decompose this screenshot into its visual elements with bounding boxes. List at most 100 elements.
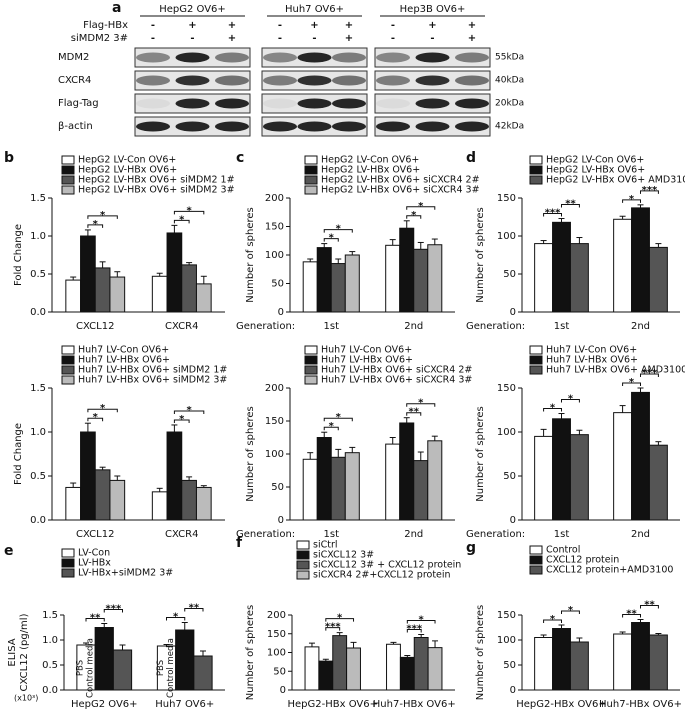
legend-label: Huh7 LV-Con OV6+	[78, 345, 169, 356]
bar	[631, 207, 650, 313]
y-tick-label: 1.0	[30, 231, 46, 242]
significance-label: **	[565, 199, 576, 210]
panel-letter: b	[4, 150, 14, 166]
size-label: 42kDa	[495, 122, 524, 132]
band	[376, 98, 410, 109]
x-axis-label: Generation:	[236, 529, 295, 540]
protein-label: Flag-Tag	[58, 98, 99, 109]
bar	[166, 232, 183, 313]
band	[175, 121, 210, 132]
legend-label: HepG2 LV-HBx OV6+	[78, 165, 177, 176]
legend-swatch	[304, 345, 318, 355]
legend-label: Huh7 LV-HBx OV6+ siMDM2 3#	[78, 375, 227, 386]
bar	[385, 244, 401, 313]
y-axis-label: Number of spheres	[245, 406, 256, 501]
bar	[332, 635, 348, 691]
band	[376, 75, 410, 86]
y-tick-label: 100	[497, 231, 516, 242]
sign: -	[391, 20, 395, 31]
y-tick-label: 200	[265, 193, 284, 204]
significance-bracket	[323, 229, 353, 233]
y-tick-label: 1.5	[30, 193, 46, 204]
bar	[346, 647, 361, 691]
bar	[195, 283, 212, 313]
legend-label: HepG2 LV-HBx OV6+	[321, 165, 420, 176]
x-tick-label: 2nd	[404, 529, 423, 540]
x-tick-label: 2nd	[631, 529, 650, 540]
bar	[151, 275, 168, 313]
significance-label: *	[179, 414, 185, 425]
legend-label: HepG2 LV-HBx OV6+ AMD3100	[546, 175, 685, 186]
bar	[302, 458, 318, 521]
y-tick-label: 1.5	[30, 383, 46, 394]
significance-label: *	[336, 224, 342, 235]
bar	[552, 418, 571, 521]
protein-label: β-actin	[58, 121, 93, 132]
legend-swatch	[61, 165, 75, 175]
legend-label: HepG2 LV-Con OV6+	[546, 155, 644, 166]
y-tick-label: 0.0	[30, 307, 46, 318]
bar	[413, 637, 429, 691]
legend-swatch	[304, 175, 318, 185]
legend-swatch	[304, 375, 318, 385]
legend-swatch	[529, 165, 543, 175]
legend-label: HepG2 LV-Con OV6+	[78, 155, 176, 166]
significance-bracket	[325, 627, 341, 631]
band	[455, 98, 489, 109]
protein-label: CXCR4	[58, 75, 91, 86]
band	[263, 52, 297, 63]
x-tick-label: HepG2 OV6+	[71, 699, 138, 710]
significance-bracket	[543, 408, 562, 412]
y-tick-label: 50	[503, 660, 516, 671]
y-tick-label: 0	[278, 307, 284, 318]
bar	[386, 643, 401, 691]
bar	[330, 456, 346, 521]
significance-bracket	[184, 608, 204, 612]
bar	[80, 431, 96, 521]
y-axis-label: Number of spheres	[475, 605, 486, 700]
annotation: Control media	[86, 638, 96, 698]
y-tick-label: 50	[503, 471, 516, 482]
sign: +	[345, 33, 353, 44]
bar	[65, 279, 82, 313]
x-tick-label: 2nd	[631, 321, 650, 332]
significance-label: **	[644, 600, 655, 611]
y-tick-label: 1.0	[30, 427, 46, 438]
significance-bracket	[640, 373, 659, 377]
bar	[302, 261, 318, 313]
y-tick-label: 100	[497, 427, 516, 438]
y-tick-label: 100	[265, 449, 284, 460]
significance-label: *	[550, 614, 556, 625]
x-tick-label: 1st	[324, 321, 340, 332]
significance-label: **	[189, 603, 200, 614]
legend-swatch	[529, 545, 543, 555]
protein-label: MDM2	[58, 52, 89, 63]
band	[376, 121, 410, 132]
sign: -	[151, 33, 155, 44]
sign: -	[430, 33, 434, 44]
significance-bracket	[640, 605, 659, 609]
band	[455, 75, 489, 86]
significance-label: *	[329, 421, 335, 432]
legend-label: siCXCL12 3# + CXCL12 protein	[313, 560, 461, 571]
band	[136, 75, 170, 86]
band	[376, 52, 410, 63]
x-axis-label: Generation:	[466, 321, 525, 332]
x-tick-label: CXCL12	[76, 321, 114, 332]
x-axis-label: Generation:	[236, 321, 295, 332]
annotation: PBS	[156, 660, 166, 676]
bar	[109, 276, 126, 313]
legend-label: HepG2 LV-HBx OV6+ siMDM2 1#	[78, 175, 235, 186]
legend-swatch	[296, 560, 310, 570]
significance-bracket	[561, 399, 580, 403]
legend-label: siCXCR4 2#+CXCL12 protein	[313, 570, 451, 581]
bar	[427, 244, 443, 313]
band	[332, 98, 366, 109]
bar	[534, 243, 554, 313]
legend-swatch	[529, 555, 543, 565]
panel-letter: g	[466, 540, 476, 556]
legend-swatch	[304, 185, 318, 195]
sign: -	[278, 20, 282, 31]
bar	[193, 655, 213, 691]
y-tick-label: 0.5	[30, 471, 46, 482]
